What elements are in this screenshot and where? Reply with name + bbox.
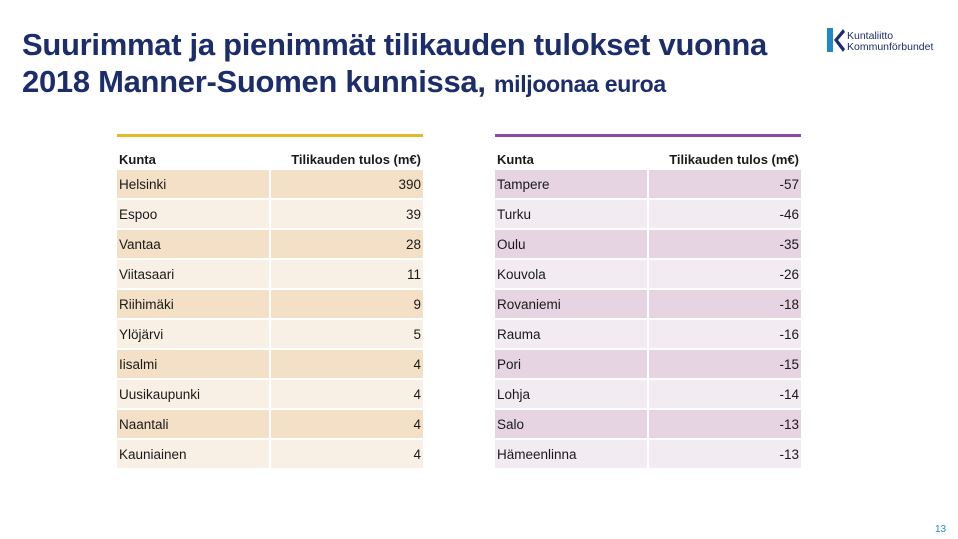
- table-row: Rovaniemi -18: [495, 289, 801, 320]
- result-value-cell: 4: [270, 439, 423, 470]
- table-row: Lohja -14: [495, 379, 801, 410]
- table-row: Tampere -57: [495, 170, 801, 200]
- municipality-cell: Riihimäki: [117, 289, 271, 320]
- table-row: Viitasaari 11: [117, 259, 423, 290]
- municipality-cell: Espoo: [117, 199, 271, 230]
- table-row: Iisalmi 4: [117, 349, 423, 380]
- result-value-cell: -18: [648, 289, 801, 320]
- municipality-cell: Iisalmi: [117, 349, 271, 380]
- table-row: Riihimäki 9: [117, 289, 423, 320]
- slide-title: Suurimmat ja pienimmät tilikauden tuloks…: [22, 26, 802, 103]
- result-value-cell: -57: [648, 170, 801, 200]
- municipality-cell: Hämeenlinna: [495, 439, 649, 470]
- table-row: Oulu -35: [495, 229, 801, 260]
- result-value-cell: -13: [648, 439, 801, 470]
- municipality-cell: Kouvola: [495, 259, 649, 290]
- table-header-row: Kunta Tilikauden tulos (m€): [495, 148, 801, 170]
- table-row: Pori -15: [495, 349, 801, 380]
- title-line-1: Suurimmat ja pienimmät tilikauden tuloks…: [22, 27, 767, 62]
- table-row: Naantali 4: [117, 409, 423, 440]
- municipality-cell: Helsinki: [117, 170, 271, 200]
- municipality-cell: Kauniainen: [117, 439, 271, 470]
- municipality-cell: Salo: [495, 409, 649, 440]
- result-value-cell: 11: [270, 259, 423, 290]
- result-value-cell: 28: [270, 229, 423, 260]
- column-header-kunta: Kunta: [497, 151, 534, 167]
- result-value-cell: 4: [270, 349, 423, 380]
- table-top-rule: [495, 134, 801, 137]
- column-header-kunta: Kunta: [119, 151, 156, 167]
- municipality-cell: Uusikaupunki: [117, 379, 271, 410]
- table-row: Helsinki 390: [117, 170, 423, 200]
- municipality-cell: Lohja: [495, 379, 649, 410]
- table-body: Helsinki 390 Espoo 39 Vantaa 28 Viitasaari 11 Ri…: [117, 170, 423, 470]
- municipality-cell: Rovaniemi: [495, 289, 649, 320]
- table-row: Salo -13: [495, 409, 801, 440]
- table-row: Rauma -16: [495, 319, 801, 350]
- result-value-cell: 9: [270, 289, 423, 320]
- table-row: Vantaa 28: [117, 229, 423, 260]
- result-value-cell: -13: [648, 409, 801, 440]
- municipality-cell: Tampere: [495, 170, 649, 200]
- municipality-cell: Pori: [495, 349, 649, 380]
- result-value-cell: 390: [270, 170, 423, 200]
- result-value-cell: 4: [270, 409, 423, 440]
- result-value-cell: 5: [270, 319, 423, 350]
- table-row: Ylöjärvi 5: [117, 319, 423, 350]
- page-number: 13: [935, 524, 947, 535]
- table-top-rule: [117, 134, 423, 137]
- table-row: Uusikaupunki 4: [117, 379, 423, 410]
- result-value-cell: -15: [648, 349, 801, 380]
- kuntaliitto-logo: Kuntaliitto Kommunförbundet: [824, 26, 944, 56]
- municipality-cell: Turku: [495, 199, 649, 230]
- municipality-cell: Ylöjärvi: [117, 319, 271, 350]
- title-unit: miljoonaa euroa: [493, 71, 666, 97]
- result-value-cell: -35: [648, 229, 801, 260]
- logo-text-finnish: Kuntaliitto: [847, 30, 894, 42]
- municipality-cell: Vantaa: [117, 229, 271, 260]
- result-value-cell: -26: [648, 259, 801, 290]
- municipality-cell: Rauma: [495, 319, 649, 350]
- municipality-cell: Viitasaari: [117, 259, 271, 290]
- title-line-2: 2018 Manner-Suomen kunnissa,: [22, 64, 486, 99]
- smallest-results-table: Kunta Tilikauden tulos (m€) Tampere -57 Tu…: [495, 134, 801, 470]
- municipality-cell: Naantali: [117, 409, 271, 440]
- table-body: Tampere -57 Turku -46 Oulu -35 Kouvola -26 Rovan…: [495, 170, 801, 470]
- logo-text-swedish: Kommunförbundet: [847, 41, 934, 53]
- result-value-cell: 39: [270, 199, 423, 230]
- table-row: Turku -46: [495, 199, 801, 230]
- result-value-cell: -14: [648, 379, 801, 410]
- largest-results-table: Kunta Tilikauden tulos (m€) Helsinki 390 E…: [117, 134, 423, 470]
- column-header-tulos: Tilikauden tulos (m€): [669, 151, 799, 167]
- result-value-cell: -46: [648, 199, 801, 230]
- table-row: Kouvola -26: [495, 259, 801, 290]
- municipality-cell: Oulu: [495, 229, 649, 260]
- table-header-row: Kunta Tilikauden tulos (m€): [117, 148, 423, 170]
- logo-k-icon: [827, 28, 845, 52]
- table-row: Hämeenlinna -13: [495, 439, 801, 470]
- result-value-cell: 4: [270, 379, 423, 410]
- column-header-tulos: Tilikauden tulos (m€): [291, 151, 421, 167]
- table-row: Espoo 39: [117, 199, 423, 230]
- result-value-cell: -16: [648, 319, 801, 350]
- table-row: Kauniainen 4: [117, 439, 423, 470]
